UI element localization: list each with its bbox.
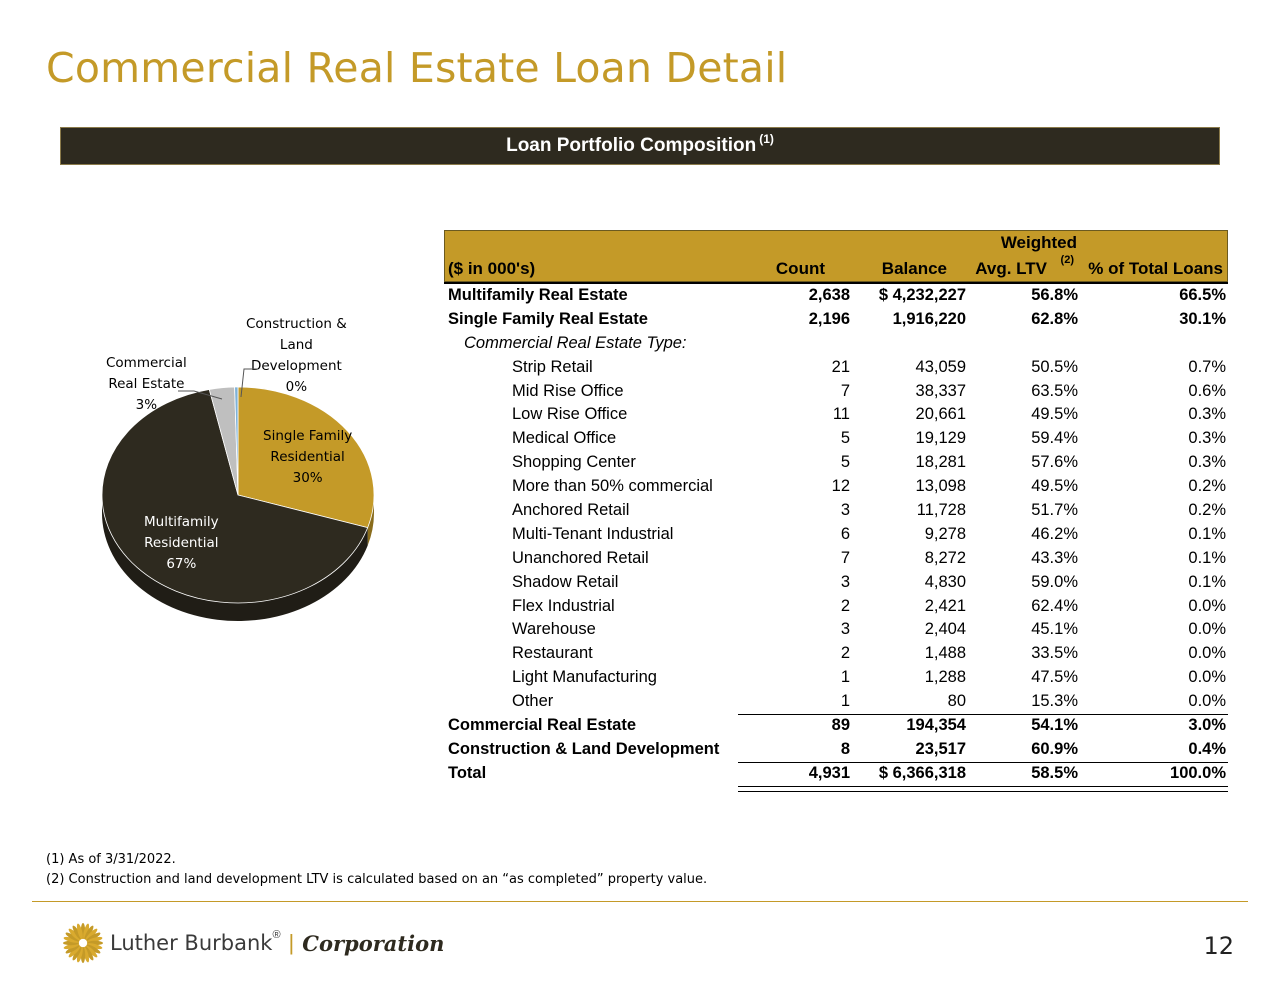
pie-slice-multifamily [101,388,369,604]
table-row: Light Manufacturing 1 1,288 47.5% 0.0% [512,668,1226,687]
footnote-1: (1) As of 3/31/2022. [46,852,176,867]
footer-rule [32,901,1248,902]
sunflower-icon [63,923,103,963]
pie-label-construction: Construction & Land Development 0% [246,316,347,395]
company-logo: Luther Burbank ® | Corporation [62,922,444,964]
header-weighted: Weighted [1000,233,1077,252]
table-row: Anchored Retail 3 11,728 51.7% 0.2% [512,501,1226,520]
header-ltv-footnote-ref: (2) [1060,254,1074,266]
table-row: Unanchored Retail 7 8,272 43.3% 0.1% [512,548,1226,567]
table-row: Shadow Retail 3 4,830 59.0% 0.1% [512,572,1226,591]
header-balance: Balance [881,259,947,278]
loan-composition-table: ($ in 000's) Count Balance Weighted Avg.… [444,230,1228,792]
table-row: Single Family Real Estate 2,196 1,916,22… [448,309,1226,328]
logo-registered-mark: ® [272,929,281,941]
logo-petal [86,943,103,950]
header-pct-total: % of Total Loans [1088,259,1223,278]
header-units: ($ in 000's) [448,259,536,278]
logo-petal [86,944,101,954]
logo-separator: | [288,930,295,955]
pie-label-multifamily: Multifamily Residential 67% [144,514,219,572]
table-row: Multi-Tenant Industrial 6 9,278 46.2% 0.1% [512,524,1226,543]
pie-side-multifamily [102,495,368,621]
logo-petal [72,925,82,940]
table-row-construction: Construction & Land Development 8 23,517… [448,739,1226,758]
pie-label-commercial: Commercial Real Estate 3% [106,355,187,413]
logo-petal [76,923,83,940]
table-row: Mid Rise Office 7 38,337 63.5% 0.6% [512,381,1226,400]
logo-petal [72,946,82,961]
logo-petal [86,932,101,942]
table-row: Other 1 80 15.3% 0.0% [512,692,1226,711]
page-number: 12 [1203,932,1234,960]
total-double-underline [738,785,1228,792]
header-underline [444,282,1228,284]
logo-petal [83,923,90,940]
footnote-2: (2) Construction and land development LT… [46,872,708,887]
banner-title: Loan Portfolio Composition [506,135,757,156]
logo-petal [84,946,94,961]
logo-petal [85,945,98,958]
pie-svg [101,386,375,621]
pie-side-single_family [367,495,374,546]
table-row: Shopping Center 5 18,281 57.6% 0.3% [512,453,1226,472]
table-header: ($ in 000's) Count Balance Weighted Avg.… [444,230,1228,282]
table-row: Medical Office 5 19,129 59.4% 0.3% [512,429,1226,448]
pie-label-single-family: Single Family Residential 30% [263,428,353,486]
logo-petal [84,925,94,940]
table-row-total: Total 4,931 $ 6,366,318 58.5% 100.0% [448,761,1228,782]
subtotal-rule [738,714,1228,716]
logo-name: Luther Burbank [110,931,273,955]
table-row: Restaurant 2 1,488 33.5% 0.0% [512,644,1226,663]
pie-slice-single_family [237,386,375,529]
page-title: Commercial Real Estate Loan Detail [46,44,788,92]
header-count: Count [775,259,825,278]
table-row: Strip Retail 21 43,059 50.5% 0.7% [512,357,1226,376]
logo-petal [63,936,80,943]
logo-corporation: Corporation [302,930,445,956]
total-rule [738,761,1228,763]
portfolio-pie-chart [100,380,380,630]
header-avg-ltv: Avg. LTV [975,259,1047,278]
table-row: Multifamily Real Estate 2,638 $ 4,232,22… [448,286,1226,304]
logo-petal [76,946,83,963]
logo-petal [65,932,80,942]
subsection-header: Commercial Real Estate Type: [464,333,687,352]
pie-slice-construction [234,386,239,496]
table-row-cre-total: Commercial Real Estate 89 194,354 54.1% … [448,714,1228,735]
table-row: More than 50% commercial 12 13,098 49.5% 0.2… [512,477,1226,496]
table-row: Low Rise Office 11 20,661 49.5% 0.3% [512,405,1226,424]
logo-petal [65,944,80,954]
banner-footnote-ref: (1) [759,132,774,146]
table-row: Warehouse 3 2,404 45.1% 0.0% [512,620,1226,639]
section-banner: Loan Portfolio Composition (1) [60,127,1220,165]
logo-petal [68,945,81,958]
cre-type-rows: Strip Retail 21 43,059 50.5% 0.7% Mid Rise Of… [444,356,1228,714]
logo-petal [85,928,98,941]
logo-petal [68,928,81,941]
table-row: Flex Industrial 2 2,421 62.4% 0.0% [512,596,1226,615]
